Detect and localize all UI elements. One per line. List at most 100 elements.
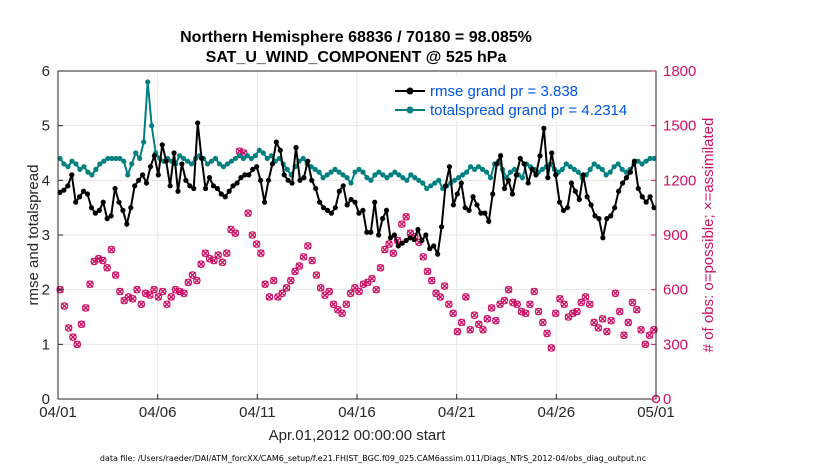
totalspread-point [408, 172, 414, 178]
obs-possible-marker [624, 318, 633, 327]
rmse-point [631, 158, 637, 164]
obs-possible-marker [197, 260, 205, 268]
rmse-point [497, 153, 504, 159]
rmse-point [234, 180, 240, 186]
obs-possible-marker [316, 284, 325, 292]
obs-possible-marker [453, 327, 462, 336]
totalspread-point [611, 164, 617, 170]
rmse-point [171, 150, 177, 156]
obs-assimilated-marker [95, 255, 103, 263]
obs-assimilated-marker [466, 326, 474, 334]
obs-possible-marker [632, 305, 641, 314]
rmse-point [450, 202, 456, 208]
legend-rmse-marker [406, 87, 414, 95]
obs-assimilated-marker [620, 331, 628, 339]
obs-assimilated-marker [372, 286, 380, 294]
obs-possible-marker [86, 280, 94, 289]
totalspread-point [432, 180, 438, 186]
obs-assimilated-marker [73, 340, 81, 348]
totalspread-point [264, 155, 270, 162]
obs-possible-marker [73, 340, 82, 349]
rmse-point [364, 229, 370, 235]
totalspread-point [400, 175, 406, 181]
rmse-point [104, 216, 110, 222]
totalspread-point [472, 166, 478, 172]
obs-possible-marker [81, 304, 90, 312]
obs-possible-marker [116, 287, 124, 296]
y-right-axis-title: # of obs: o=possible; ×=assimilated [700, 118, 717, 353]
rmse-point [348, 196, 354, 203]
obs-assimilated-marker [376, 264, 384, 272]
legend-spread-marker [406, 106, 414, 114]
obs-possible-marker [534, 307, 543, 316]
rmse-point [513, 172, 519, 178]
rmse-point [427, 246, 433, 252]
obs-assimilated-marker [603, 328, 611, 336]
obs-possible-marker [449, 309, 457, 318]
y-tick-label: 1 [42, 336, 50, 353]
obs-possible-marker [282, 284, 291, 292]
totalspread-point [57, 155, 63, 162]
totalspread-point [236, 153, 242, 159]
rmse-point [411, 236, 417, 242]
rmse-point [576, 196, 582, 203]
obs-assimilated-marker [214, 251, 222, 259]
rmse-point [183, 177, 189, 183]
y-right-tick-label: 600 [663, 282, 688, 299]
obs-assimilated-marker [142, 289, 150, 297]
totalspread-point [188, 161, 195, 167]
totalspread-point [483, 169, 490, 175]
obs-possible-marker [585, 300, 594, 309]
rmse-point [147, 164, 154, 170]
y-tick-label: 4 [42, 172, 50, 189]
obs-assimilated-marker [77, 320, 85, 328]
obs-possible-marker [107, 245, 116, 254]
rmse-point [246, 172, 252, 178]
totalspread-point [424, 185, 430, 192]
rmse-point [616, 188, 622, 194]
totalspread-point [284, 166, 290, 172]
obs-possible-marker [590, 318, 598, 327]
y-tick-label: 2 [42, 282, 50, 299]
totalspread-point [511, 166, 518, 172]
y-tick-label: 0 [42, 391, 50, 408]
obs-assimilated-marker [624, 318, 632, 326]
rmse-point [517, 155, 523, 162]
rmse-point [572, 188, 578, 194]
obs-possible-marker [368, 274, 376, 283]
rmse-point [226, 188, 232, 194]
totalspread-point [328, 169, 334, 175]
rmse-point [639, 194, 645, 200]
totalspread-point [416, 177, 422, 183]
rmse-point [124, 221, 130, 227]
obs-possible-marker [440, 282, 449, 290]
rmse-point [403, 237, 409, 244]
obs-assimilated-marker [137, 300, 145, 308]
obs-assimilated-marker [389, 249, 397, 257]
obs-possible-marker [470, 311, 479, 319]
obs-possible-marker [286, 276, 295, 285]
y-right-tick-label: 900 [663, 227, 688, 244]
rmse-point [505, 177, 512, 183]
rmse-point [383, 207, 390, 213]
rmse-point [198, 155, 205, 162]
obs-assimilated-marker [419, 253, 427, 261]
rmse-point [635, 185, 641, 192]
totalspread-point [89, 172, 95, 178]
totalspread-point [559, 166, 565, 172]
obs-assimilated-marker [184, 278, 192, 286]
obs-possible-marker [342, 300, 351, 309]
obs-assimilated-marker [646, 331, 654, 339]
obs-possible-marker [244, 209, 252, 217]
obs-assimilated-marker [492, 317, 500, 325]
rmse-point [179, 161, 185, 167]
rmse-point [222, 194, 228, 200]
obs-assimilated-marker [154, 293, 162, 301]
totalspread-point [591, 161, 597, 167]
obs-assimilated-marker [641, 340, 649, 348]
totalspread-point [615, 161, 621, 167]
rmse-point [250, 166, 256, 172]
obs-assimilated-marker [539, 318, 547, 326]
obs-assimilated-marker [201, 249, 209, 257]
obs-assimilated-marker [594, 324, 602, 332]
